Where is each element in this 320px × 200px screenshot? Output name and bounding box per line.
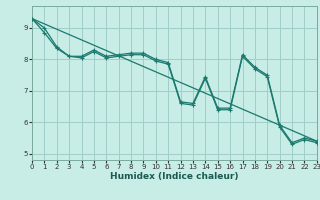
X-axis label: Humidex (Indice chaleur): Humidex (Indice chaleur) bbox=[110, 172, 239, 181]
